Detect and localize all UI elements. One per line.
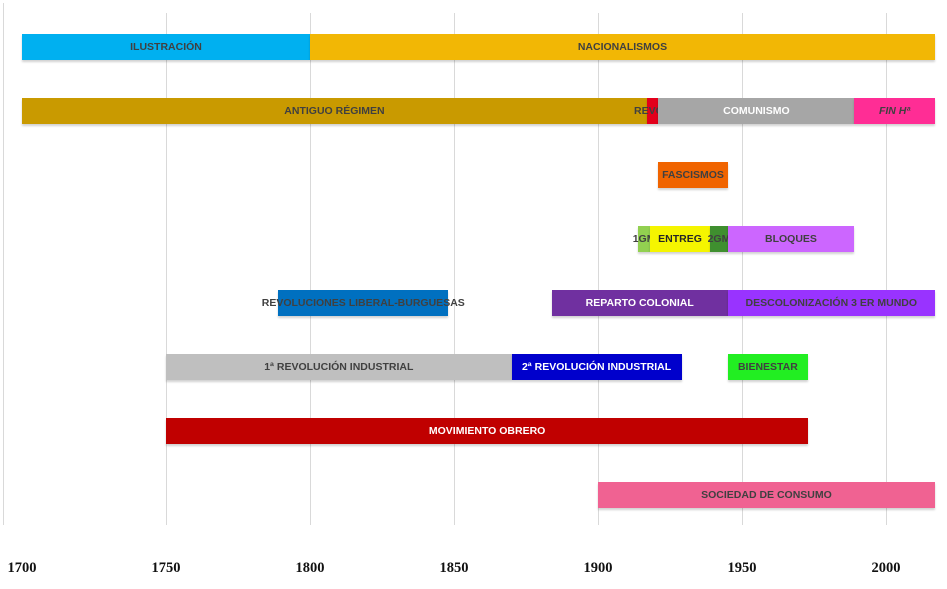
x-tick-label: 1950 <box>727 560 757 576</box>
bar-label: BLOQUES <box>764 233 817 245</box>
plot-area <box>3 3 943 525</box>
gridline-1800 <box>310 13 311 525</box>
bar-fin-historia: FIN Hª <box>854 98 935 124</box>
bar-label: ILUSTRACIÓN <box>130 41 202 53</box>
gridline-2000 <box>886 13 887 525</box>
bar-label: ANTIGUO RÉGIMEN <box>284 105 385 117</box>
bar-segunda-revolucion-industrial: 2ª REVOLUCIÓN INDUSTRIAL <box>511 354 682 380</box>
bar-primera-guerra: 1GM <box>633 226 655 252</box>
bar-label: REVOLUCIONES LIBERAL-BURGUESAS <box>261 297 465 309</box>
bar-segunda-guerra: 2GM <box>708 226 730 252</box>
bar-ilustracion: ILUSTRACIÓN <box>22 34 310 60</box>
bar-entreguerras: ENTREG <box>649 226 711 252</box>
bar-primera-revolucion-industrial: 1ª REVOLUCIÓN INDUSTRIAL <box>166 354 512 380</box>
bar-label: FIN Hª <box>878 105 911 117</box>
bar-label: FASCISMOS <box>662 169 724 181</box>
bar-label: ENTREG <box>658 233 702 245</box>
bar-comunismo: COMUNISMO <box>658 98 855 124</box>
bar-label: 2GM <box>707 233 731 245</box>
gridline-1950 <box>742 13 743 525</box>
gridline-1850 <box>454 13 455 525</box>
gridline-1750 <box>166 13 167 525</box>
gridline-1900 <box>598 13 599 525</box>
bar-nacionalismos: NACIONALISMOS <box>310 34 935 60</box>
bar-fascismos: FASCISMOS <box>658 162 728 188</box>
bar-revoluciones-liberales: REVOLUCIONES LIBERAL-BURGUESAS <box>262 290 465 316</box>
bar-label: SOCIEDAD DE CONSUMO <box>701 489 832 501</box>
bar-reparto-colonial: REPARTO COLONIAL <box>551 290 728 316</box>
bar-bloques: BLOQUES <box>727 226 855 252</box>
bar-label: BIENESTAR <box>737 361 798 373</box>
bar-revolucion-rusa: REVOR <box>634 98 671 124</box>
bar-sociedad-consumo: SOCIEDAD DE CONSUMO <box>598 482 935 508</box>
x-tick-label: 1750 <box>151 560 181 576</box>
bar-label: 2ª REVOLUCIÓN INDUSTRIAL <box>521 361 672 373</box>
bar-label: REPARTO COLONIAL <box>585 297 694 309</box>
x-tick-label: 1800 <box>295 560 325 576</box>
x-tick-label: 2000 <box>871 560 901 576</box>
bar-label: MOVIMIENTO OBRERO <box>428 425 546 437</box>
x-tick-label: 1850 <box>439 560 469 576</box>
bar-antiguo-regimen: ANTIGUO RÉGIMEN <box>22 98 647 124</box>
x-tick-label: 1700 <box>7 560 37 576</box>
bar-movimiento-obrero: MOVIMIENTO OBRERO <box>166 418 809 444</box>
bar-label: NACIONALISMOS <box>577 41 668 53</box>
x-tick-label: 1900 <box>583 560 613 576</box>
bar-label: COMUNISMO <box>723 105 790 117</box>
bar-label: 1GM <box>632 233 656 245</box>
bar-bienestar: BIENESTAR <box>727 354 809 380</box>
bar-descolonizacion: DESCOLONIZACIÓN 3 ER MUNDO <box>727 290 935 316</box>
bar-label: 1ª REVOLUCIÓN INDUSTRIAL <box>264 361 414 373</box>
bar-label: DESCOLONIZACIÓN 3 ER MUNDO <box>745 297 918 309</box>
